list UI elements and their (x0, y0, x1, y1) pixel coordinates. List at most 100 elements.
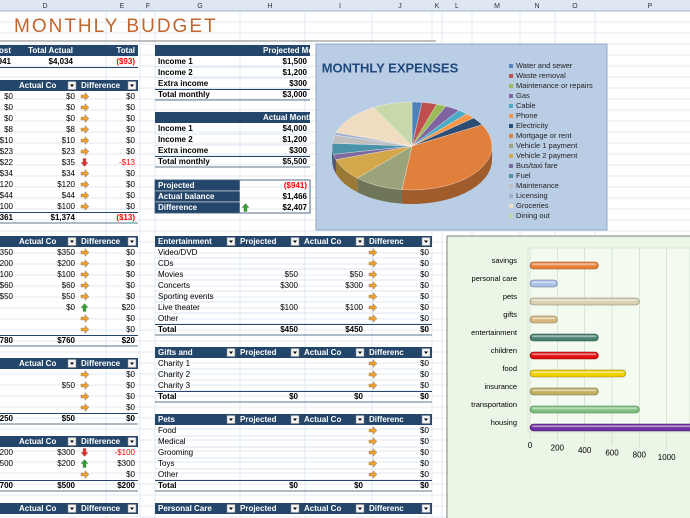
legend-swatch (509, 184, 513, 188)
cell: $1,374 (51, 213, 76, 222)
cell: $200 (117, 481, 135, 490)
legend-label: Dining out (516, 211, 551, 220)
cell: Total (158, 325, 177, 334)
legend-label: Vehicle 1 payment (516, 141, 578, 150)
diff-arrow (80, 448, 89, 457)
column-letter: E (120, 3, 125, 10)
header-cell: Actual Co (19, 237, 56, 246)
x-tick-label: 200 (551, 444, 565, 453)
cell: $100 (345, 303, 363, 312)
diff-arrow (80, 92, 90, 101)
cell: $0 (126, 136, 135, 145)
y-tick-label: children (491, 346, 517, 355)
cell: $50 (62, 414, 76, 423)
cell: $0 (66, 92, 75, 101)
cell: Grooming (158, 448, 193, 457)
cell: ($93) (116, 57, 135, 66)
cell: Extra income (158, 79, 209, 88)
x-tick-label: 600 (605, 448, 619, 457)
header-cell: Differenc (369, 504, 404, 513)
cell: $0 (289, 481, 298, 490)
legend-label: Licensing (516, 191, 548, 200)
filter-arrow (424, 240, 428, 243)
cell: $300 (57, 448, 75, 457)
cell: $0 (126, 92, 135, 101)
cell: Charity 1 (158, 359, 191, 368)
bar (529, 423, 690, 432)
diff-arrow (368, 448, 378, 457)
cell: $0 (420, 281, 429, 290)
cell: Toys (158, 459, 174, 468)
filter-arrow (424, 418, 428, 421)
filter-arrow (70, 84, 74, 87)
column-letter: G (197, 3, 202, 10)
header-cell: Actual Co (19, 81, 56, 90)
cell: Income 2 (158, 68, 193, 77)
filter-arrow (229, 240, 233, 243)
cell: $0 (66, 114, 75, 123)
filter-arrow (293, 507, 297, 510)
cell: $0 (126, 314, 135, 323)
legend-swatch (509, 174, 513, 178)
cell: Charity 2 (158, 370, 191, 379)
diff-arrow (80, 459, 89, 468)
y-tick-label: insurance (484, 382, 517, 391)
header-cell: Actual Co (304, 415, 341, 424)
cell: $0 (420, 259, 429, 268)
cell: Extra income (158, 146, 209, 155)
column-header-bar (0, 0, 690, 11)
legend-swatch (509, 134, 513, 138)
cell: $0 (420, 437, 429, 446)
cell: $0 (126, 292, 135, 301)
diff-arrow (80, 248, 90, 257)
column-letter: K (435, 3, 440, 10)
cell: Total monthly (158, 157, 210, 166)
bar (529, 279, 558, 288)
filter-arrow (293, 418, 297, 421)
cell: Income 2 (158, 135, 193, 144)
cell: $5,500 (283, 157, 308, 166)
header-cell: Projected Monthly Income (263, 46, 363, 55)
legend-label: Maintenance or repairs (516, 81, 593, 90)
header-cell: Actual Co (304, 504, 341, 513)
cell: $0 (66, 303, 75, 312)
cell: $0 (420, 359, 429, 368)
pie-side (357, 178, 402, 204)
filter-arrow (70, 240, 74, 243)
diff-arrow (368, 459, 378, 468)
filter-arrow (70, 507, 74, 510)
cell: $0 (126, 202, 135, 211)
cell: $300 (117, 459, 135, 468)
legend-swatch (509, 204, 513, 208)
diff-arrow (80, 270, 90, 279)
diff-arrow (80, 470, 90, 479)
table-header (155, 45, 310, 56)
diff-arrow (368, 359, 378, 368)
diff-arrow (368, 370, 378, 379)
diff-arrow (80, 125, 90, 134)
cell: 500 (0, 459, 14, 468)
cell: $44 (62, 191, 76, 200)
cell: $300 (280, 281, 298, 290)
filter-arrow (130, 440, 134, 443)
diff-arrow (368, 281, 378, 290)
cell: $3,000 (283, 90, 308, 99)
cell: $0 (420, 481, 429, 490)
diff-arrow (368, 292, 378, 301)
diff-arrow (368, 314, 378, 323)
header-cell: Differenc (369, 237, 404, 246)
cell: $60 (0, 281, 14, 290)
diff-arrow (80, 147, 90, 156)
header-cell: Difference (81, 81, 121, 90)
legend-swatch (509, 114, 513, 118)
cell: $0 (4, 92, 13, 101)
diff-arrow (80, 381, 90, 390)
cell: $200 (0, 259, 14, 268)
legend-label: Waste removal (516, 71, 566, 80)
cell: $50 (285, 270, 299, 279)
cell: $200 (57, 459, 75, 468)
cell: $50 (350, 270, 364, 279)
filter-arrow (358, 418, 362, 421)
legend-swatch (509, 164, 513, 168)
